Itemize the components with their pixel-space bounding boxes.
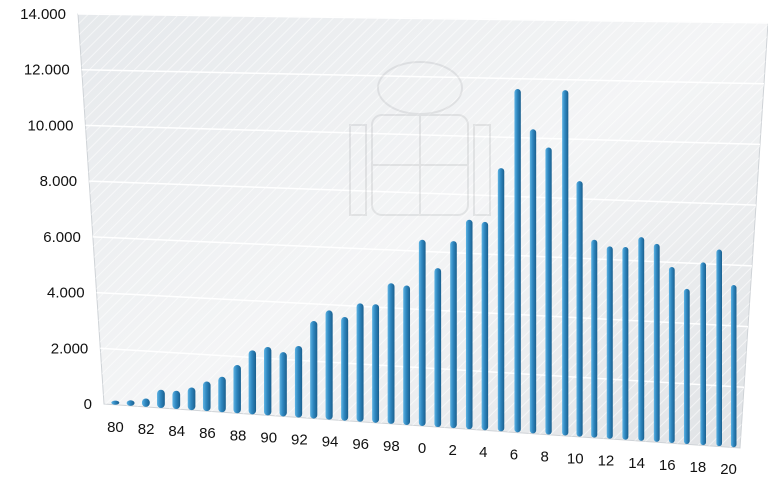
bar-97	[372, 304, 380, 423]
x-tick-label: 94	[322, 434, 339, 451]
x-tick-label: 8	[540, 448, 548, 465]
bar-98	[387, 283, 395, 424]
x-tick-label: 92	[291, 432, 308, 449]
x-tick-label: 6	[510, 446, 518, 463]
x-tick-label: 2	[448, 442, 456, 459]
bar-99	[403, 285, 411, 425]
x-tick-label: 84	[168, 423, 185, 440]
coat-of-arms-watermark	[349, 61, 491, 216]
bar-81	[126, 400, 135, 406]
y-tick-label: 12.000	[24, 62, 70, 79]
x-tick-label: 98	[383, 438, 400, 455]
bar-88	[233, 365, 241, 414]
bar-16	[668, 267, 675, 443]
x-tick-label: 18	[690, 459, 707, 476]
bar-5	[497, 168, 505, 432]
bar-3	[465, 219, 473, 430]
bar-92	[294, 345, 303, 418]
x-tick-label: 12	[598, 453, 615, 470]
bar-15	[653, 243, 660, 442]
bar-9	[562, 90, 569, 436]
bar-8	[545, 147, 552, 435]
bar-94	[325, 310, 333, 420]
bar-7	[529, 129, 537, 434]
x-tick-label: 4	[479, 444, 487, 461]
bar-18	[700, 262, 707, 446]
bar-93	[310, 321, 318, 419]
x-axis-tick-labels: 80 82 84 86 88 90 92 94 96 98 0 2 4 6 8 10 12 14 16 18 20	[107, 419, 737, 478]
bar-80	[111, 400, 120, 405]
gridline	[85, 124, 761, 146]
bar-1	[434, 268, 442, 428]
bar-0	[418, 239, 426, 426]
x-tick-label: 90	[260, 429, 277, 446]
gridline	[89, 180, 757, 206]
bar-87	[218, 376, 226, 413]
bar-17	[683, 288, 690, 445]
y-tick-label: 6.000	[43, 229, 81, 246]
y-tick-label: 0	[84, 396, 92, 413]
gridline	[77, 13, 768, 24]
x-tick-label: 86	[199, 425, 216, 442]
bars-group	[111, 89, 737, 448]
bar-84	[172, 390, 181, 410]
bar-6	[514, 89, 521, 433]
x-tick-label: 20	[720, 461, 737, 478]
bar-82	[141, 398, 150, 407]
x-tick-label: 80	[107, 419, 124, 436]
y-tick-label: 4.000	[47, 285, 85, 302]
bar-12	[606, 246, 613, 439]
x-tick-label: 96	[352, 436, 369, 453]
bar-96	[356, 303, 364, 422]
bar-91	[279, 352, 287, 417]
bar-13	[622, 246, 629, 440]
x-tick-label: 16	[659, 457, 676, 474]
y-tick-label: 10.000	[28, 117, 74, 134]
bar-83	[157, 389, 165, 408]
bar-85	[187, 387, 196, 411]
x-tick-label: 0	[418, 440, 426, 457]
y-tick-label: 8.000	[40, 173, 78, 190]
x-tick-label: 88	[230, 427, 247, 444]
y-axis-tick-labels: 0 2.000 4.000 6.000 8.000 10.000 12.000 14.000	[20, 6, 92, 413]
bar-11	[591, 239, 598, 438]
x-tick-label: 14	[628, 455, 645, 472]
bar-86	[202, 381, 211, 412]
bar-90	[264, 346, 272, 416]
x-tick-label: 82	[138, 421, 155, 438]
x-tick-label: 10	[567, 451, 584, 468]
bar-95	[341, 316, 349, 421]
bar-10	[576, 181, 583, 437]
bar-2	[450, 241, 457, 429]
bar-19	[716, 249, 722, 447]
bar-89	[248, 350, 257, 415]
y-tick-label: 14.000	[20, 6, 66, 23]
gridline	[81, 68, 765, 85]
bar-14	[638, 237, 645, 441]
bar-4	[481, 221, 489, 431]
bar-20	[730, 285, 737, 448]
y-tick-label: 2.000	[51, 340, 89, 357]
